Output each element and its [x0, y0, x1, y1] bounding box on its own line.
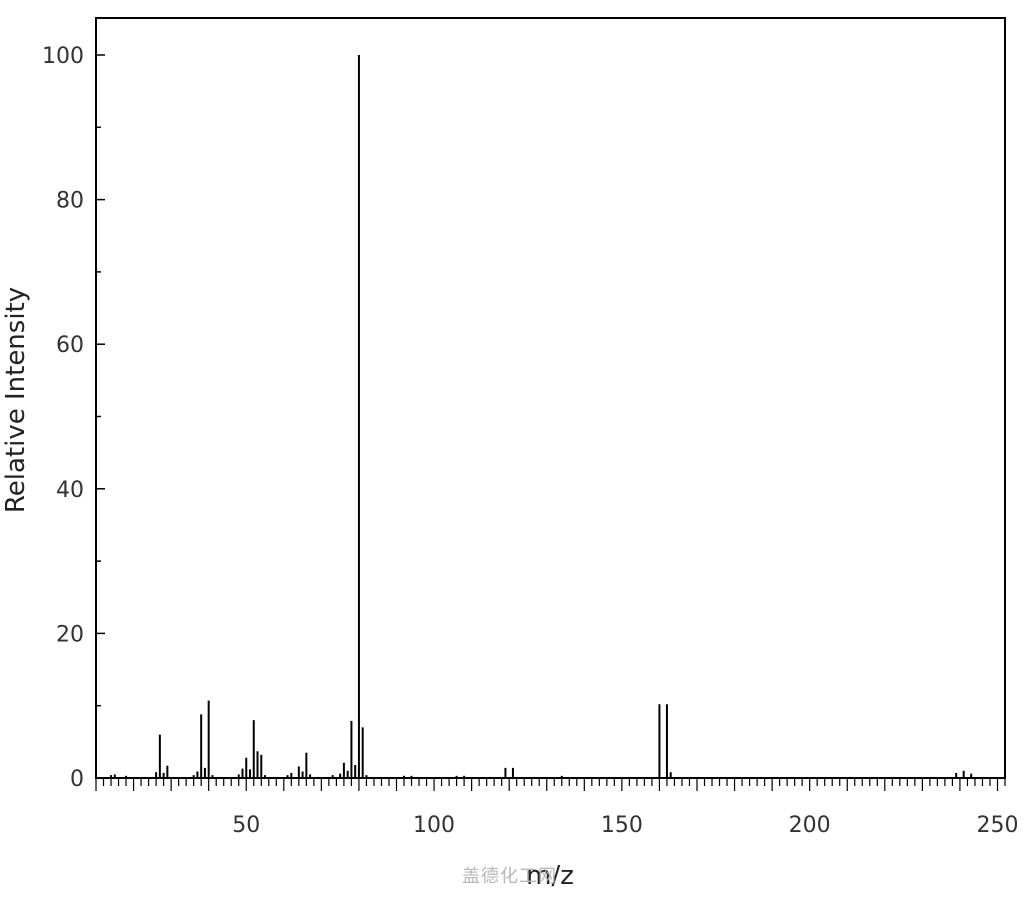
y-tick-label: 40	[56, 478, 84, 503]
plot-frame	[95, 17, 1006, 779]
y-axis: 0 20 40 60 80 100	[42, 44, 105, 792]
y-tick-label: 100	[42, 44, 84, 69]
x-axis: 50 100 150 200 250	[95, 778, 1018, 838]
y-tick-label: 80	[56, 189, 84, 214]
y-tick-label: 60	[56, 333, 84, 358]
x-tick-label: 200	[789, 813, 831, 838]
y-tick-label: 20	[56, 622, 84, 647]
x-tick-label: 50	[232, 813, 260, 838]
x-tick-label: 250	[976, 813, 1018, 838]
x-tick-label: 100	[413, 813, 455, 838]
x-tick-label: 150	[601, 813, 643, 838]
y-axis-title: Relative Intensity	[1, 287, 31, 513]
x-axis-title: m/z	[526, 861, 574, 891]
watermark-text: 盖德化工网	[462, 866, 557, 887]
spectrum-peaks	[110, 55, 973, 778]
y-tick-label: 0	[70, 767, 84, 792]
